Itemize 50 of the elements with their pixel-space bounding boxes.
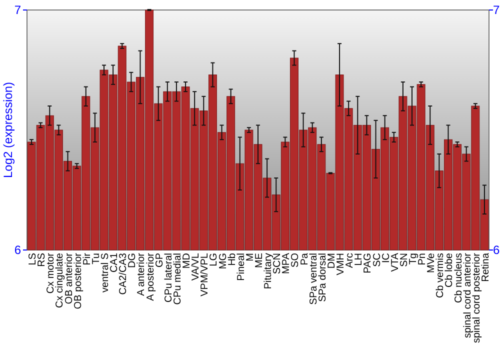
x-tick-label: LS [28,252,39,266]
x-tick-label: Pn [417,253,428,266]
x-tick-label: MPA [281,252,292,274]
x-tick-label: M [244,253,256,262]
x-tick-label: Tu [90,253,102,264]
x-tick-label: IC [380,253,392,263]
x-tick-label: LH [354,253,365,266]
x-tick-label: Hb [226,252,238,266]
x-tick-label: RS [36,252,48,267]
x-tick-label: DG [127,252,138,268]
x-tick-label: DM [326,253,338,269]
x-tick-label: Retina [480,252,492,282]
x-tick-label: CPu medial [172,253,184,305]
x-tick-label: SPa dorsal [317,253,328,302]
y-axis-title: Log2 (expression) [1,82,15,178]
y2-tick-label: 6 [493,243,500,258]
x-tick-label: VMH [336,253,347,276]
x-tick-label: Arc [344,253,356,268]
x-tick-label: SO [290,252,302,268]
x-tick-label: ME [254,252,265,268]
x-tick-label: Pir [82,252,93,266]
x-tick-label: VTA [390,252,401,272]
x-tick-label: SCN [272,253,284,274]
x-tick-label: CPu lateral [163,253,174,302]
x-tick-label: Cb lobe [444,252,456,288]
x-tick-label: A posterior [145,252,156,301]
x-tick-label: OB anterior [64,252,75,304]
x-tick-label: MVe [426,252,438,274]
x-tick-label: ventral S [100,252,111,292]
x-tick-label: CA2/CA3 [118,252,130,295]
x-tick-label: Cb nucleus [453,253,464,304]
x-tick-label: Pituitary [263,253,274,290]
x-tick-label: A anterior [136,252,148,296]
x-tick-label: spinal cord anterior [462,252,474,338]
x-tick-label: SN [398,253,410,267]
x-tick-label: spinal cord posterior [471,252,482,344]
x-tick-label: Cx cingulate [54,252,66,308]
x-tick-label: Pineal [236,253,247,281]
x-tick-label: VPM/VPL [200,252,211,296]
x-tick-label: SPa ventral [308,253,320,305]
x-tick-label: CA1 [109,252,120,272]
x-tick-label: MG [218,252,229,270]
x-tick-label: LG [208,252,220,266]
x-tick-label: OB posterior [72,252,84,310]
x-tick-label: Pa [299,252,310,266]
y2-tick-label: 7 [493,3,500,18]
x-tick-label: SC [372,253,383,267]
x-tick-label: PAG [362,252,374,274]
x-tick-label: Tg [408,253,419,265]
x-tick-label: GP [154,252,166,268]
